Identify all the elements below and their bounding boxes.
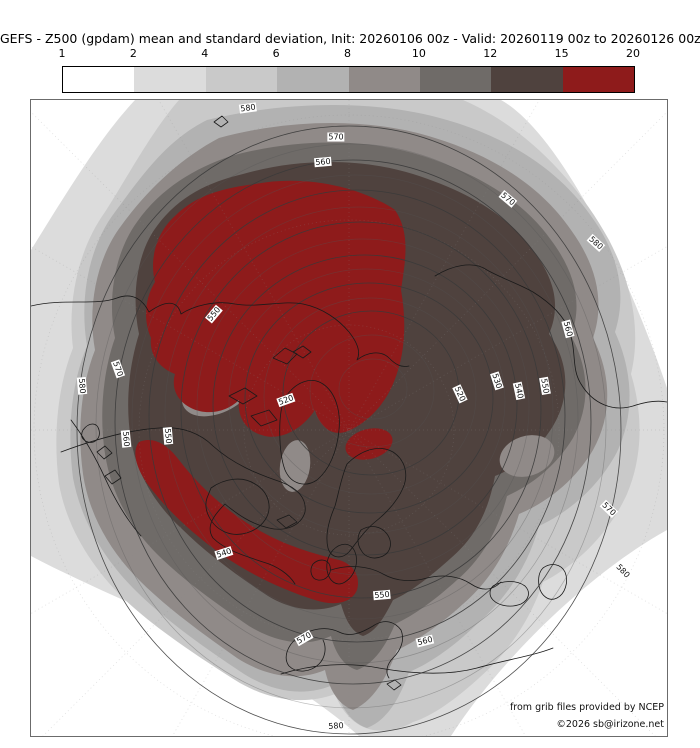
contour-label: 580 [586, 233, 606, 253]
coastline-mediterranean [280, 621, 554, 691]
colorbar-tick-label: 8 [344, 47, 351, 60]
colorbar-segment [205, 67, 278, 92]
coastline-hudson-bay [205, 478, 270, 535]
credit-copyright: ©2026 sb@irizone.net [556, 719, 664, 730]
colorbar-tick-label: 2 [129, 47, 137, 60]
colorbar-tick-label: 10 [411, 47, 426, 60]
contour-label: 560 [561, 319, 575, 339]
contour-labels: 580 570 560 570 580 560 550 540 530 520 520 550 580 5… [31, 100, 667, 736]
colorbar-segment [419, 67, 492, 92]
colorbar-segment [134, 67, 206, 92]
coastline-caspian-sea [538, 564, 567, 600]
coastline-british-isles [276, 514, 357, 585]
page-title: GEFS - Z500 (gpdam) mean and standard de… [0, 31, 700, 46]
credit-source: from grib files provided by NCEP [509, 702, 664, 713]
map-credits: from grib files provided by NCEP ©2026 s… [510, 699, 664, 733]
contour-label: 570 [294, 629, 314, 647]
contour-label: 570 [498, 189, 518, 209]
colorbar-tick-label: 15 [554, 47, 569, 60]
map-panel: 580 570 560 570 580 560 550 540 530 520 520 550 580 5… [30, 99, 668, 737]
shading-hole-greenland [279, 440, 311, 492]
contour-label: 570 [599, 499, 619, 519]
contour-label: 580 [327, 720, 345, 732]
contour-label: 580 [613, 561, 633, 581]
contour-label: 570 [327, 132, 345, 142]
contour-label: 560 [314, 156, 332, 168]
colorbar-tick-label: 1 [58, 47, 66, 60]
colorbar-segment [277, 67, 349, 92]
coastline-scandinavia [326, 448, 407, 558]
contour-label: 580 [238, 102, 258, 114]
red-region-barents [345, 428, 393, 460]
coastline-siberia [31, 295, 410, 367]
colorbar-segment [63, 67, 135, 92]
contour-label: 520 [276, 392, 296, 408]
colorbar-segment [491, 67, 563, 92]
contour-label: 570 [110, 359, 126, 379]
coastline-europe [330, 566, 502, 590]
contour-label: 550 [204, 304, 224, 324]
coastline-arctic-islands [213, 115, 312, 427]
contour-label: 540 [512, 381, 526, 401]
contour-label: 530 [490, 371, 504, 391]
coastline-greenland [279, 380, 340, 485]
coastline-baltic [357, 526, 391, 559]
coastline-pacific-islands [70, 419, 142, 537]
colorbar-tick-label: 6 [272, 47, 280, 60]
contour-label: 550 [373, 589, 391, 601]
contour-label: 520 [452, 384, 468, 404]
colorbar-segment [562, 67, 634, 92]
contour-label: 560 [415, 634, 435, 648]
contour-label: 550 [539, 376, 551, 396]
shading-hole-west-russia [499, 435, 555, 477]
colorbar-ticks: 1 2 4 6 8 10 12 15 20 [58, 47, 641, 61]
colorbar [62, 66, 635, 93]
contour-label: 540 [214, 546, 234, 560]
red-region-atlantic-band [135, 440, 359, 604]
graticule [31, 100, 667, 736]
colorbar-segment [348, 67, 420, 92]
contour-label: 550 [162, 427, 174, 445]
contour-label: 580 [76, 377, 88, 395]
coastline-black-sea [489, 581, 529, 607]
contour-label: 560 [120, 430, 132, 448]
red-region-siberia [146, 180, 406, 437]
colorbar-tick-label: 20 [626, 47, 640, 60]
colorbar-tick-label: 12 [483, 47, 498, 60]
colorbar-tick-label: 4 [201, 47, 209, 60]
contours-minor [95, 143, 607, 709]
map-canvas [31, 100, 667, 736]
